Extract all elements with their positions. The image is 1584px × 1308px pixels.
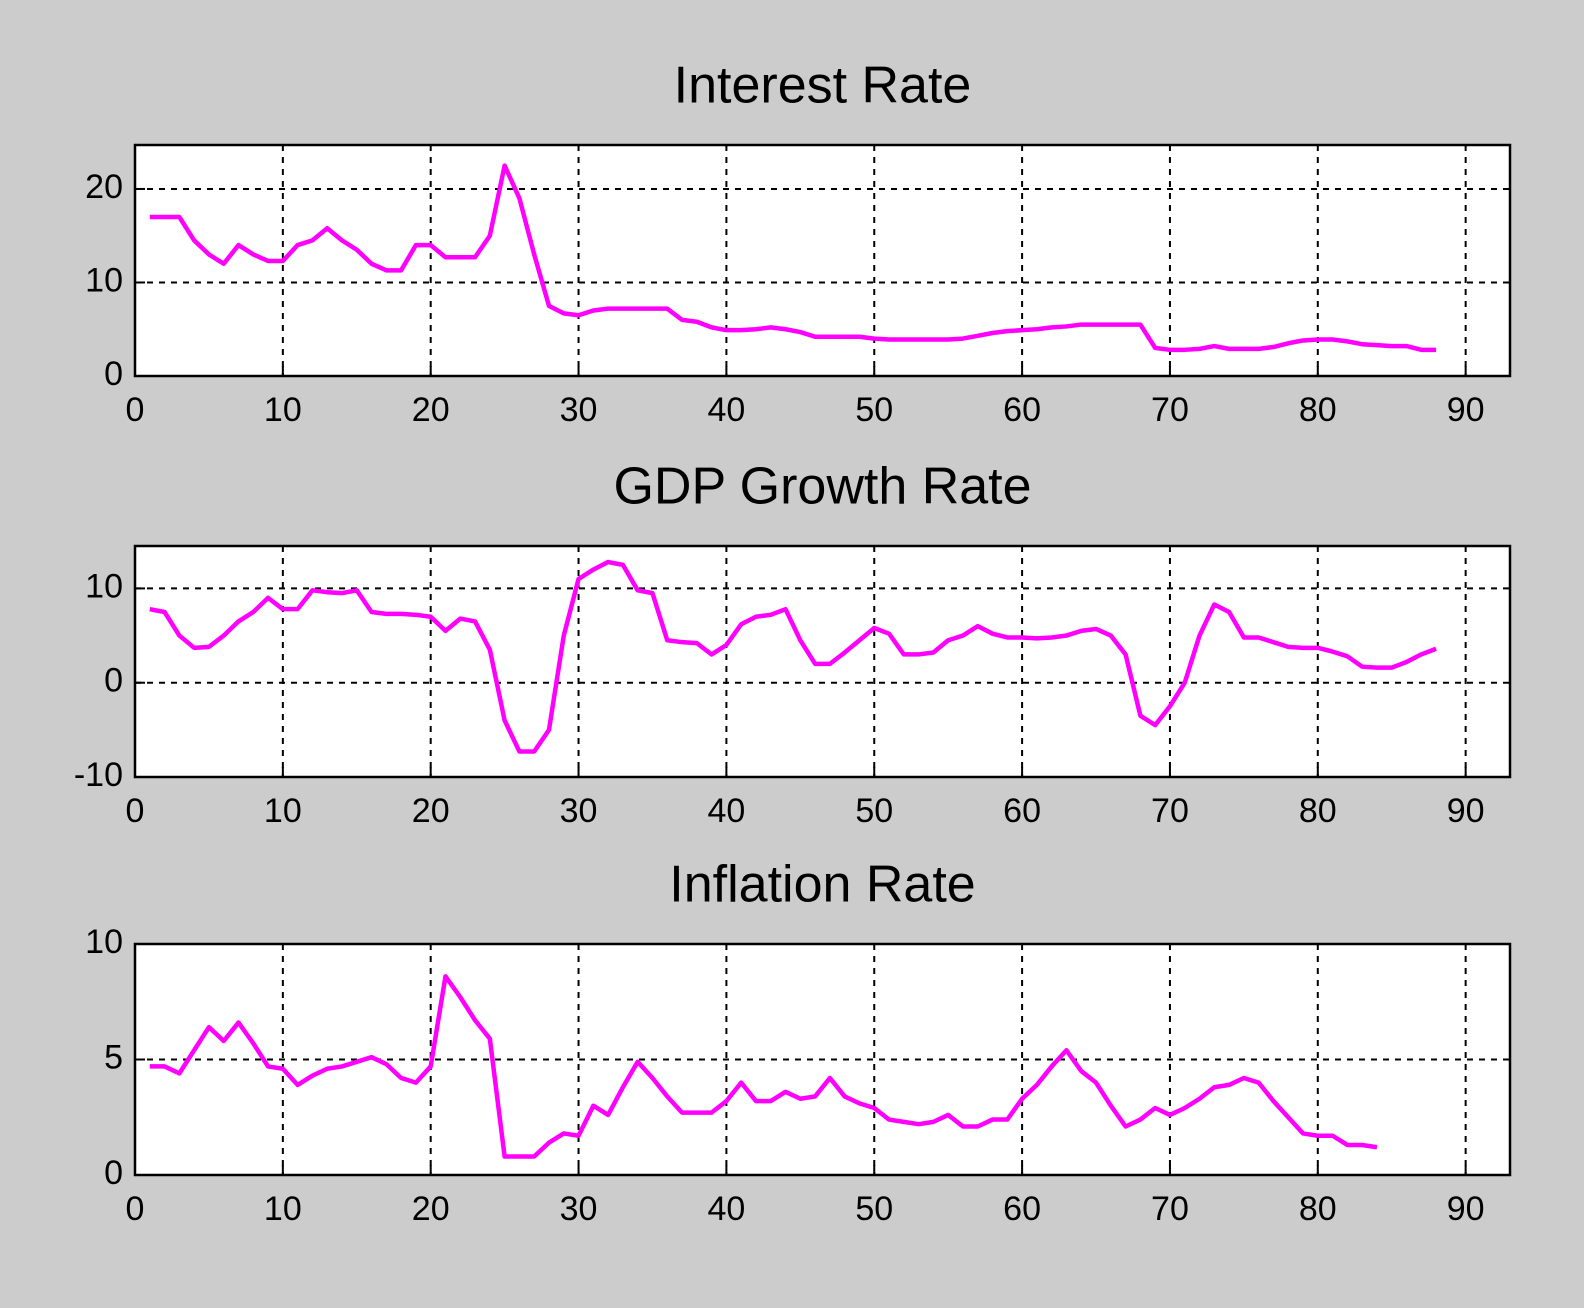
- x-tick-label: 40: [707, 391, 745, 429]
- x-tick-label: 40: [707, 1190, 745, 1228]
- y-tick-label: 20: [85, 168, 123, 206]
- y-tick-label: 0: [104, 1154, 123, 1192]
- plot-frame: [133, 544, 1512, 779]
- x-tick-label: 70: [1151, 391, 1189, 429]
- x-tick-label: 60: [1003, 391, 1041, 429]
- plot-frame: [133, 942, 1512, 1177]
- y-tick-label: 10: [85, 261, 123, 299]
- x-tick-label: 0: [126, 792, 145, 830]
- y-tick-label: 0: [104, 662, 123, 700]
- x-tick-label: 30: [560, 391, 598, 429]
- x-tick-label: 80: [1299, 391, 1337, 429]
- x-tick-label: 20: [412, 792, 450, 830]
- x-tick-label: 90: [1447, 792, 1485, 830]
- x-tick-label: 10: [264, 391, 302, 429]
- x-tick-label: 80: [1299, 1190, 1337, 1228]
- y-tick-label: 0: [104, 355, 123, 393]
- y-tick-label: 10: [85, 567, 123, 605]
- x-tick-label: 90: [1447, 391, 1485, 429]
- data-line: [149, 163, 1437, 353]
- x-tick-label: 10: [264, 792, 302, 830]
- x-tick-label: 0: [126, 391, 145, 429]
- y-tick-label: 5: [104, 1038, 123, 1076]
- x-tick-label: 10: [264, 1190, 302, 1228]
- y-tick-label: 10: [85, 923, 123, 961]
- x-tick-label: 60: [1003, 1190, 1041, 1228]
- x-tick-label: 50: [855, 792, 893, 830]
- x-tick-label: 30: [560, 1190, 598, 1228]
- x-tick-label: 20: [412, 1190, 450, 1228]
- x-tick-label: 80: [1299, 792, 1337, 830]
- chart-title: Inflation Rate: [669, 856, 975, 914]
- plot-frame: [133, 143, 1512, 378]
- x-tick-label: 60: [1003, 792, 1041, 830]
- x-tick-label: 70: [1151, 792, 1189, 830]
- chart-title: Interest Rate: [674, 57, 972, 115]
- x-tick-label: 50: [855, 1190, 893, 1228]
- x-tick-label: 40: [707, 792, 745, 830]
- x-tick-label: 50: [855, 391, 893, 429]
- x-tick-label: 90: [1447, 1190, 1485, 1228]
- plot-area: [135, 546, 1510, 777]
- x-tick-label: 30: [560, 792, 598, 830]
- chart-title: GDP Growth Rate: [613, 458, 1031, 516]
- x-tick-label: 0: [126, 1190, 145, 1228]
- x-tick-label: 20: [412, 391, 450, 429]
- data-line: [149, 974, 1378, 1159]
- x-tick-label: 70: [1151, 1190, 1189, 1228]
- data-line: [149, 559, 1437, 754]
- y-tick-label: -10: [74, 756, 123, 794]
